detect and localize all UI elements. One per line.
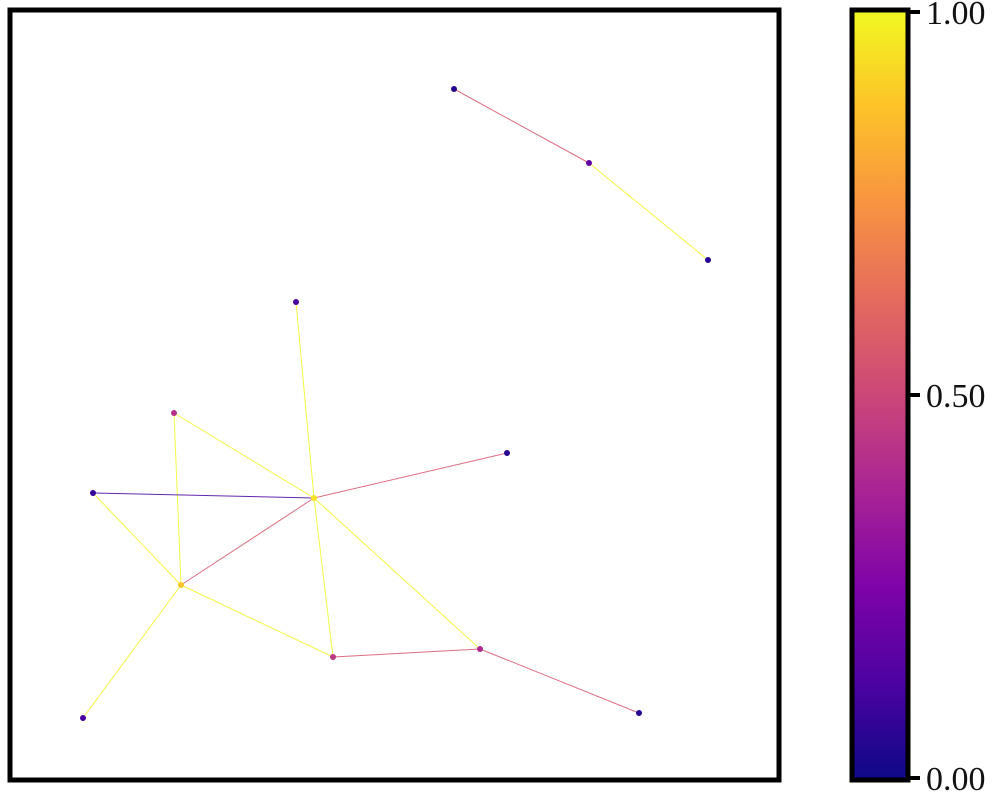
edge-n8-n11 [313,497,481,650]
node-n9 [178,582,184,588]
node-n1 [451,86,457,92]
edge-n9-n10 [180,584,334,658]
edge-n10-n11 [332,648,481,658]
edge-n2-n3 [588,162,709,261]
edge-n1-n2 [453,88,590,164]
colorbar-ticks: 1.00 0.50 0.00 [908,0,986,798]
nodes-layer [80,86,711,721]
colorbar-tick-label: 0.00 [926,761,986,798]
node-n8 [311,495,317,501]
edge-n9-n12 [82,584,182,719]
node-n12 [80,715,86,721]
edges-layer [82,88,709,719]
edge-n5-n8 [173,412,315,499]
node-n11 [477,646,483,652]
edge-n8-n10 [313,497,334,658]
edge-n8-n6 [313,452,508,499]
edge-n5-n9 [173,412,182,586]
colorbar-tick-label: 0.50 [926,378,986,415]
node-n2 [586,160,592,166]
edge-n4-n8 [295,301,315,499]
colorbar-gradient [852,10,908,780]
node-n6 [504,450,510,456]
node-n4 [293,299,299,305]
plot-frame [7,7,782,783]
node-n5 [171,410,177,416]
colorbar-tick-label: 1.00 [926,0,986,32]
colorbar: 1.00 0.50 0.00 [849,0,986,798]
edge-n7-n9 [92,492,182,586]
node-n13 [636,710,642,716]
node-n7 [90,490,96,496]
edge-n8-n9 [180,497,315,586]
node-n10 [330,654,336,660]
node-n3 [705,257,711,263]
edge-n11-n13 [479,648,640,714]
edge-n7-n8 [92,492,315,499]
